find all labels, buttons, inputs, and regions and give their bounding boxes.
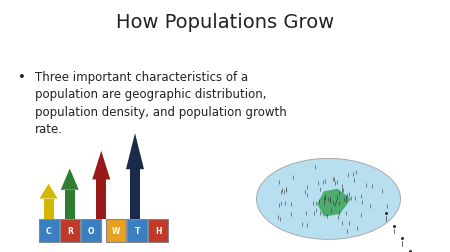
FancyBboxPatch shape [148, 219, 168, 242]
FancyBboxPatch shape [127, 219, 147, 242]
FancyBboxPatch shape [60, 219, 80, 242]
FancyBboxPatch shape [96, 180, 106, 219]
Text: Three important characteristics of a
population are geographic distribution,
pop: Three important characteristics of a pop… [35, 71, 287, 136]
Text: R: R [67, 226, 73, 235]
FancyBboxPatch shape [130, 170, 140, 219]
Text: How Populations Grow: How Populations Grow [116, 13, 334, 32]
FancyBboxPatch shape [65, 190, 75, 219]
Polygon shape [61, 169, 79, 190]
Text: •: • [18, 71, 26, 83]
Polygon shape [40, 184, 58, 199]
Text: C: C [46, 226, 51, 235]
Polygon shape [317, 189, 351, 217]
FancyBboxPatch shape [44, 199, 54, 219]
Text: H: H [155, 226, 162, 235]
Text: W: W [112, 226, 120, 235]
Polygon shape [126, 134, 144, 170]
FancyBboxPatch shape [106, 219, 126, 242]
FancyBboxPatch shape [39, 219, 58, 242]
Polygon shape [92, 151, 110, 180]
Text: T: T [135, 226, 140, 235]
FancyBboxPatch shape [81, 219, 101, 242]
Text: O: O [88, 226, 94, 235]
Circle shape [256, 159, 400, 239]
